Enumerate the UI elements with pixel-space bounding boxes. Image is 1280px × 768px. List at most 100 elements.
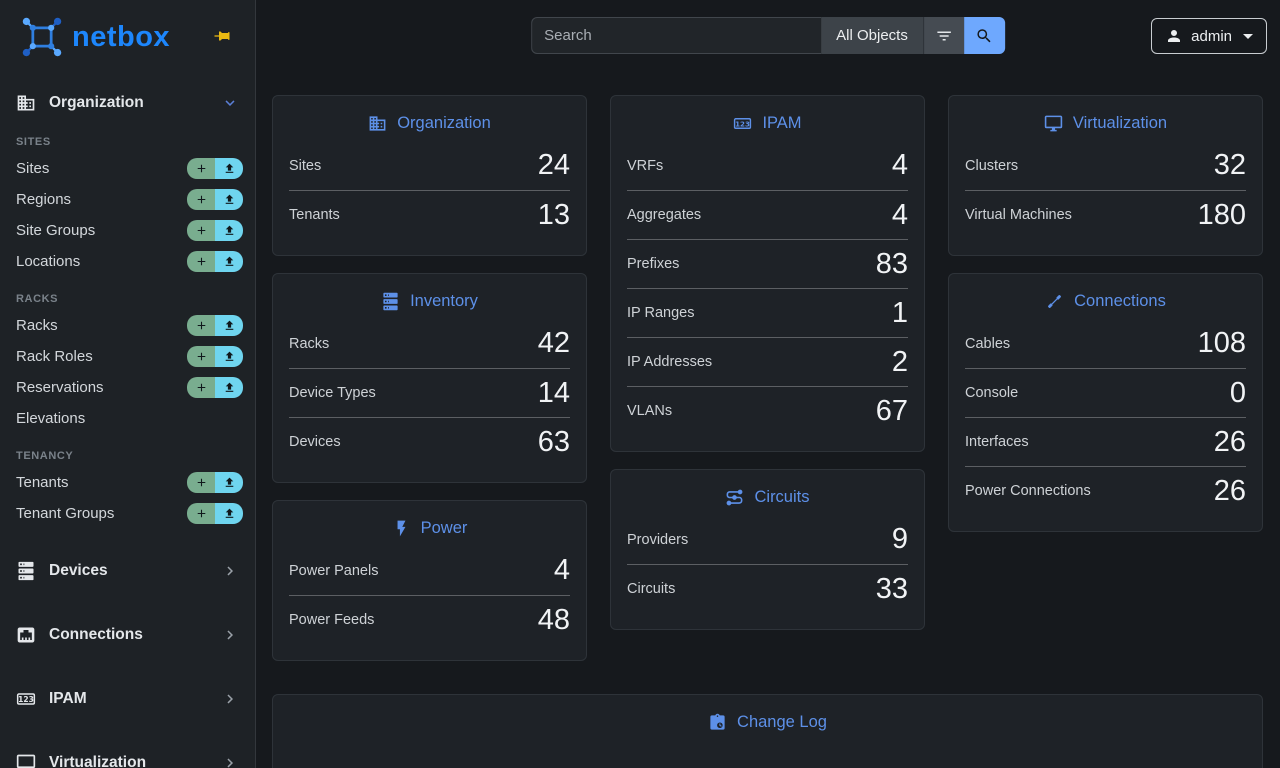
- stat-value[interactable]: 63: [537, 425, 570, 458]
- stat-value[interactable]: 48: [537, 603, 570, 636]
- stat-row: VRFs 4: [627, 141, 908, 190]
- add-button[interactable]: [187, 315, 215, 336]
- add-button[interactable]: [187, 472, 215, 493]
- card-title-change-log[interactable]: Change Log: [289, 709, 1246, 740]
- add-button[interactable]: [187, 220, 215, 241]
- filter-button[interactable]: [922, 17, 964, 54]
- sidebar-item-sites[interactable]: Sites: [0, 153, 255, 184]
- search-input[interactable]: [531, 17, 822, 54]
- sidebar-item-regions[interactable]: Regions: [0, 184, 255, 215]
- netbox-logo[interactable]: netbox: [20, 15, 170, 59]
- card-title-circuits[interactable]: Circuits: [627, 484, 908, 515]
- stat-value[interactable]: 26: [1213, 425, 1246, 458]
- stat-value[interactable]: 67: [875, 394, 908, 427]
- card-title-inventory[interactable]: Inventory: [289, 288, 570, 319]
- sidebar-menu-virtualization[interactable]: Virtualization: [0, 741, 255, 768]
- import-button[interactable]: [215, 251, 243, 272]
- stat-value[interactable]: 13: [537, 198, 570, 231]
- add-button[interactable]: [187, 503, 215, 524]
- add-button[interactable]: [187, 251, 215, 272]
- stat-label[interactable]: VLANs: [627, 403, 673, 419]
- stat-value[interactable]: 108: [1197, 327, 1246, 359]
- search-submit-button[interactable]: [963, 17, 1005, 54]
- stat-value[interactable]: 83: [875, 247, 908, 280]
- building-icon: [368, 114, 387, 133]
- stat-row: Device Types 14: [289, 368, 570, 417]
- card-title-power[interactable]: Power: [289, 515, 570, 546]
- add-button[interactable]: [187, 377, 215, 398]
- stat-label[interactable]: Power Panels: [289, 562, 379, 579]
- card-title-organization[interactable]: Organization: [289, 110, 570, 141]
- stat-label[interactable]: Prefixes: [627, 256, 680, 272]
- card-title-virtualization[interactable]: Virtualization: [965, 110, 1246, 141]
- stat-label[interactable]: Tenants: [289, 207, 340, 223]
- stat-value[interactable]: 2: [891, 345, 908, 378]
- stat-label[interactable]: Clusters: [965, 157, 1019, 174]
- sidebar-item-racks[interactable]: Racks: [0, 310, 255, 341]
- card-title-ipam[interactable]: IPAM: [627, 110, 908, 141]
- upload-icon: [223, 255, 236, 268]
- stat-label[interactable]: Device Types: [289, 385, 376, 401]
- stat-label[interactable]: Racks: [289, 335, 330, 352]
- stat-value[interactable]: 42: [537, 327, 570, 359]
- stat-label[interactable]: Circuits: [627, 581, 676, 597]
- stat-value[interactable]: 4: [891, 149, 908, 181]
- sidebar-item-locations[interactable]: Locations: [0, 246, 255, 277]
- add-button[interactable]: [187, 158, 215, 179]
- import-button[interactable]: [215, 346, 243, 367]
- stat-value[interactable]: 32: [1213, 149, 1246, 181]
- stat-label[interactable]: Virtual Machines: [965, 207, 1072, 223]
- import-button[interactable]: [215, 220, 243, 241]
- stat-value[interactable]: 24: [537, 149, 570, 181]
- import-button[interactable]: [215, 315, 243, 336]
- add-button[interactable]: [187, 346, 215, 367]
- sidebar-item-rack-roles[interactable]: Rack Roles: [0, 341, 255, 372]
- sidebar-item-reservations[interactable]: Reservations: [0, 372, 255, 403]
- sidebar-item-tenant-groups[interactable]: Tenant Groups: [0, 498, 255, 529]
- stat-label[interactable]: Aggregates: [627, 207, 702, 223]
- plus-icon: [195, 350, 208, 363]
- stat-label[interactable]: Power Feeds: [289, 612, 375, 628]
- search-scope-button[interactable]: All Objects: [821, 17, 923, 54]
- stat-value[interactable]: 14: [537, 376, 570, 409]
- import-button[interactable]: [215, 503, 243, 524]
- sidebar-menu-connections[interactable]: Connections: [0, 613, 255, 657]
- sidebar-item-elevations[interactable]: Elevations: [0, 403, 255, 434]
- stat-value[interactable]: 0: [1229, 376, 1246, 409]
- stat-value[interactable]: 33: [875, 572, 908, 605]
- stat-value[interactable]: 1: [891, 296, 908, 329]
- stat-label[interactable]: Interfaces: [965, 434, 1029, 450]
- stat-value[interactable]: 9: [891, 523, 908, 555]
- sidebar-menu-devices[interactable]: Devices: [0, 549, 255, 593]
- chevron-right-icon: [221, 562, 239, 580]
- stat-label[interactable]: Providers: [627, 531, 689, 548]
- import-button[interactable]: [215, 158, 243, 179]
- stat-label[interactable]: IP Ranges: [627, 305, 695, 321]
- quick-actions: [187, 503, 243, 524]
- stat-value[interactable]: 180: [1197, 198, 1246, 231]
- stat-label[interactable]: Power Connections: [965, 483, 1091, 499]
- stat-value[interactable]: 4: [891, 198, 908, 231]
- stat-label[interactable]: Console: [965, 385, 1019, 401]
- stat-row: Power Connections 26: [965, 466, 1246, 515]
- stat-value[interactable]: 26: [1213, 474, 1246, 507]
- stat-label[interactable]: Sites: [289, 157, 322, 174]
- sidebar-menu-ipam[interactable]: IPAM: [0, 677, 255, 721]
- pin-sidebar-button[interactable]: [211, 25, 233, 50]
- import-button[interactable]: [215, 472, 243, 493]
- stat-value[interactable]: 4: [553, 554, 570, 586]
- server-icon: [16, 561, 36, 581]
- sidebar-item-site-groups[interactable]: Site Groups: [0, 215, 255, 246]
- sidebar-item-tenants[interactable]: Tenants: [0, 467, 255, 498]
- dashboard-column: Organization Sites 24 Tenants 13 Invento…: [272, 95, 587, 661]
- sidebar-menu-organization[interactable]: Organization: [0, 86, 255, 120]
- add-button[interactable]: [187, 189, 215, 210]
- user-menu-button[interactable]: admin: [1151, 18, 1267, 54]
- import-button[interactable]: [215, 189, 243, 210]
- import-button[interactable]: [215, 377, 243, 398]
- card-title-connections[interactable]: Connections: [965, 288, 1246, 319]
- stat-label[interactable]: VRFs: [627, 157, 664, 174]
- stat-label[interactable]: Devices: [289, 434, 341, 450]
- stat-label[interactable]: Cables: [965, 335, 1011, 352]
- stat-label[interactable]: IP Addresses: [627, 354, 713, 370]
